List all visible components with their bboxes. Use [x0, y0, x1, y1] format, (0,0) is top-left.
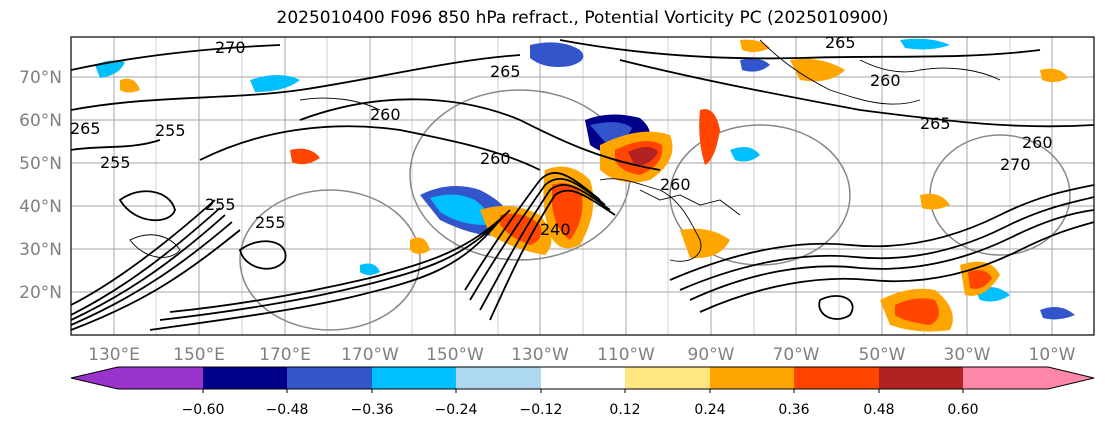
lat-tick-label: 70°N	[19, 68, 62, 88]
colorbar-tick-label: 0.12	[609, 402, 640, 418]
colorbar-tick-label: 0.36	[778, 402, 809, 418]
lon-tick-label: 30°W	[944, 345, 991, 365]
colorbar-extend-min	[71, 367, 118, 389]
colorbar-segment	[541, 367, 625, 389]
lat-tick-label: 30°N	[19, 240, 62, 260]
graticule	[71, 37, 1094, 335]
coastlines	[129, 39, 1001, 262]
colorbar-segment	[710, 367, 794, 389]
contour-label: 260	[370, 105, 401, 124]
lon-tick-label: 130°W	[511, 345, 569, 365]
lon-axis: 130°E 150°E 170°E 170°W 150°W 130°W 110°…	[88, 345, 1076, 365]
lon-tick-label: 130°E	[88, 345, 140, 365]
colorbar-tick-label: 0.24	[694, 402, 725, 418]
lon-tick-label: 110°W	[597, 345, 655, 365]
contour-label: 255	[100, 153, 131, 172]
lat-axis: 70°N 60°N 50°N 40°N 30°N 20°N	[19, 68, 62, 303]
lon-tick-label: 70°W	[773, 345, 820, 365]
contour-label: 270	[215, 38, 246, 57]
colorbar-tick-label: 0.60	[947, 402, 978, 418]
lon-tick-label: 170°W	[341, 345, 399, 365]
colorbar: −0.60 −0.48 −0.36 −0.24 −0.12 0.12 0.24 …	[70, 366, 1095, 418]
contour-label: 265	[70, 119, 101, 138]
lon-tick-label: 150°W	[426, 345, 484, 365]
lon-tick-label: 90°W	[688, 345, 735, 365]
colorbar-outline	[70, 366, 1095, 390]
lon-tick-label: 170°E	[259, 345, 311, 365]
map-frame	[70, 36, 1095, 336]
lon-tick-label: 10°W	[1029, 345, 1076, 365]
colorbar-segment	[625, 367, 710, 389]
contour-label: 265	[920, 114, 951, 133]
colorbar-segment	[203, 367, 287, 389]
lat-tick-label: 20°N	[19, 283, 62, 303]
contour-label: 270	[1000, 155, 1031, 174]
lon-tick-label: 150°E	[173, 345, 225, 365]
colorbar-segment	[372, 367, 456, 389]
colorbar-tick-label: −0.60	[182, 402, 225, 418]
contour-label: 260	[660, 175, 691, 194]
lat-tick-label: 60°N	[19, 111, 62, 131]
colorbar-tick-label: −0.48	[266, 402, 309, 418]
colorbar-extend-max	[1048, 367, 1094, 389]
contour-label: 240	[540, 220, 571, 239]
colorbar-tick-label: −0.12	[520, 402, 563, 418]
contour-label: 255	[255, 213, 286, 232]
map-panel: 270 265 265 260 255 265 260 255 255 260 …	[70, 33, 1095, 336]
contour-label: 260	[1022, 133, 1053, 152]
map-title: 2025010400 F096 850 hPa refract., Potent…	[276, 8, 889, 28]
contour-label: 265	[825, 33, 856, 52]
height-contours	[71, 39, 1094, 331]
contour-label: 260	[870, 71, 901, 90]
contour-label: 260	[480, 149, 511, 168]
colorbar-segment	[879, 367, 963, 389]
colorbar-segment	[963, 367, 1048, 389]
colorbar-tick-label: −0.36	[351, 402, 394, 418]
contour-label: 265	[490, 62, 521, 81]
contour-labels: 270 265 265 260 255 265 260 255 255 260 …	[70, 33, 1053, 239]
colorbar-tick-label: −0.24	[435, 402, 478, 418]
colorbar-segment	[118, 367, 203, 389]
colorbar-segment	[287, 367, 372, 389]
lon-tick-label: 50°W	[859, 345, 906, 365]
colorbar-segment	[794, 367, 879, 389]
pv-anomaly-fill	[95, 38, 1075, 332]
colorbar-tick-label: 0.48	[863, 402, 894, 418]
lat-tick-label: 40°N	[19, 197, 62, 217]
lat-tick-label: 50°N	[19, 154, 62, 174]
colorbar-segment	[456, 367, 541, 389]
contour-label: 255	[205, 195, 236, 214]
contour-label: 255	[155, 121, 186, 140]
